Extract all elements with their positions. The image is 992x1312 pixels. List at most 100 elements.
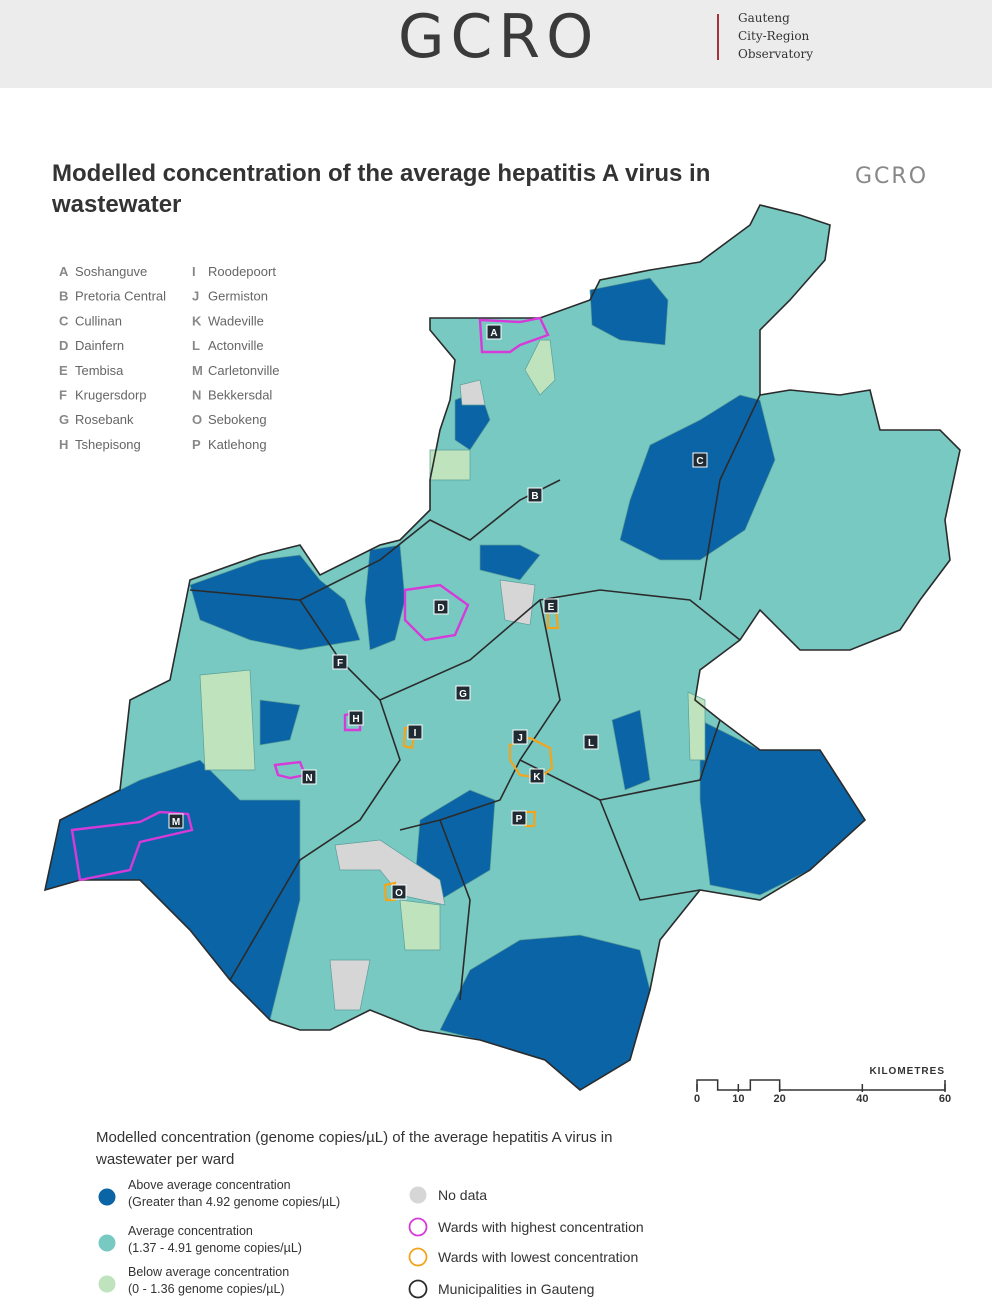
- ward-group: [619, 394, 776, 561]
- place-marker: [301, 769, 317, 785]
- place-name: Bekkersdal: [208, 388, 272, 403]
- place-marker-label: C: [696, 456, 703, 467]
- place-letter: G: [59, 412, 69, 427]
- municipal-boundary: [439, 819, 471, 1001]
- place-name: Cullinan: [75, 313, 122, 328]
- place-marker-label: E: [548, 602, 555, 613]
- ward-group: [329, 959, 371, 1011]
- ward-group: [687, 691, 706, 761]
- org-line: Gauteng: [738, 11, 790, 25]
- place-marker: [332, 654, 348, 670]
- legend-swatch: [408, 1247, 428, 1267]
- place-letter: A: [59, 264, 69, 279]
- place-letter: N: [192, 388, 201, 403]
- place-marker-label: L: [588, 738, 594, 749]
- place-letter: D: [59, 338, 68, 353]
- map-logo: GCRO: [855, 164, 928, 189]
- ward-group: [611, 709, 651, 791]
- legend-label: Municipalities in Gauteng: [438, 1281, 594, 1297]
- ward-group: [499, 579, 536, 626]
- place-marker: [512, 729, 528, 745]
- place-marker: [407, 724, 423, 740]
- place-letter: F: [59, 388, 67, 403]
- place-marker: [529, 768, 545, 784]
- municipal-boundary: [519, 719, 721, 801]
- place-name: Dainfern: [75, 338, 124, 353]
- place-letter: E: [59, 363, 68, 378]
- scale-bar: [696, 1079, 946, 1091]
- ward-group: [259, 699, 301, 746]
- highest-ward: [403, 583, 470, 642]
- place-marker: [543, 598, 559, 614]
- legend-title: Modelled concentration (genome copies/µL…: [96, 1129, 613, 1168]
- ward-group: [459, 379, 486, 406]
- legend-label: Wards with lowest concentration: [438, 1249, 638, 1265]
- place-marker-label: O: [395, 888, 403, 899]
- scale-tick-label: 20: [774, 1093, 786, 1105]
- place-letter: I: [192, 264, 196, 279]
- scale-tick-label: 60: [939, 1093, 951, 1105]
- lowest-ward: [383, 881, 397, 902]
- place-marker-label: N: [305, 773, 312, 784]
- legend-detail: (Greater than 4.92 genome copies/µL): [128, 1195, 340, 1209]
- highest-ward: [70, 810, 194, 882]
- place-letter: L: [192, 338, 200, 353]
- municipal-boundary: [379, 589, 741, 701]
- place-marker-label: H: [352, 714, 359, 725]
- place-marker-label: F: [337, 658, 343, 669]
- place-name: Soshanguve: [75, 264, 147, 279]
- municipal-boundary: [699, 394, 761, 601]
- place-marker: [391, 884, 407, 900]
- municipal-boundary: [599, 799, 701, 901]
- legend-label: Above average concentration: [128, 1178, 291, 1192]
- place-marker: [433, 599, 449, 615]
- province-boundary: [43, 204, 961, 1091]
- place-name: Roodepoort: [208, 264, 276, 279]
- place-name: Actonville: [208, 338, 264, 353]
- legend-detail: (1.37 - 4.91 genome copies/µL): [128, 1241, 302, 1255]
- scale-label: KILOMETRES: [869, 1066, 945, 1077]
- place-marker-label: P: [516, 814, 523, 825]
- ward-group: [589, 277, 669, 346]
- lowest-ward: [508, 736, 554, 780]
- place-name: Katlehong: [208, 437, 267, 452]
- place-name: Germiston: [208, 289, 268, 304]
- place-name: Tshepisong: [75, 437, 141, 452]
- legend-swatch: [98, 1188, 116, 1206]
- place-marker: [486, 324, 502, 340]
- org-line: City-Region: [738, 29, 810, 43]
- place-marker-label: B: [531, 491, 538, 502]
- legend-detail: (0 - 1.36 genome copies/µL): [128, 1282, 285, 1296]
- place-marker-label: D: [437, 603, 444, 614]
- legend-swatch: [409, 1186, 427, 1204]
- place-marker: [511, 810, 527, 826]
- legend-label: Wards with highest concentration: [438, 1219, 644, 1235]
- place-letter: J: [192, 289, 199, 304]
- place-name: Tembisa: [75, 363, 124, 378]
- ward-group: [399, 899, 441, 951]
- place-letter: O: [192, 412, 202, 427]
- map-title: Modelled concentration of the average he…: [52, 160, 711, 218]
- ward-group: [429, 449, 471, 481]
- highest-ward: [478, 316, 550, 354]
- place-letter: K: [192, 313, 202, 328]
- municipal-boundary: [399, 599, 561, 831]
- place-letter: C: [59, 313, 69, 328]
- ward-group: [524, 339, 556, 396]
- ward-group: [479, 544, 541, 581]
- place-marker: [692, 452, 708, 468]
- legend-label: Average concentration: [128, 1224, 253, 1238]
- legend-swatch: [408, 1279, 428, 1299]
- org-line: Observatory: [738, 47, 813, 61]
- place-marker: [455, 685, 471, 701]
- place-marker-label: M: [172, 817, 180, 828]
- ward-group: [699, 719, 866, 896]
- place-marker-label: K: [533, 772, 541, 783]
- place-marker: [168, 813, 184, 829]
- legend-swatch: [98, 1234, 116, 1252]
- header-logo: GCRO: [398, 2, 599, 72]
- place-name: Pretoria Central: [75, 289, 166, 304]
- place-letter: P: [192, 437, 201, 452]
- place-letter: B: [59, 289, 68, 304]
